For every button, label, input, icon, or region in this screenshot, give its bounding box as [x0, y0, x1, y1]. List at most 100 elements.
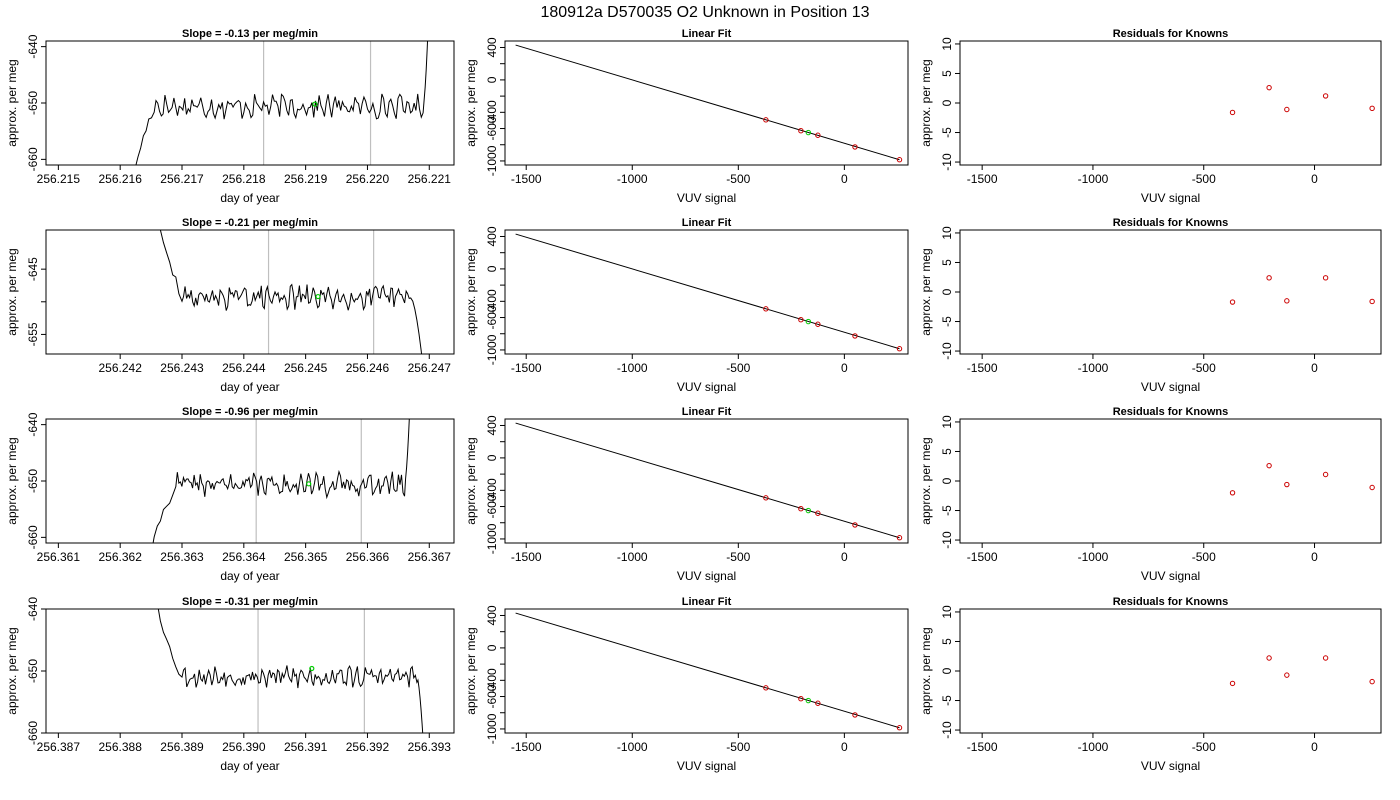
plot-area	[1229, 84, 1375, 116]
x-tick-label: -1500	[511, 361, 542, 375]
x-axis-label: VUV signal	[1141, 191, 1200, 205]
x-tick-label: 256.247	[408, 361, 452, 375]
known-point	[815, 510, 821, 516]
chart-title: Slope = -0.21 per meg/min	[182, 217, 318, 229]
chart-title: Residuals for Knowns	[1113, 28, 1229, 40]
x-tick-label: -1000	[617, 550, 648, 564]
y-axis-label: approx. per meg	[5, 627, 19, 714]
chart-title: Residuals for Knowns	[1113, 596, 1229, 608]
y-tick-label: -655	[26, 322, 40, 346]
series-trace	[157, 609, 424, 733]
plot-frame	[504, 608, 909, 734]
y-axis-label: approx. per meg	[5, 248, 19, 335]
series-trace	[159, 230, 423, 354]
x-axis-label: VUV signal	[1141, 380, 1200, 394]
plot-area	[1229, 655, 1375, 687]
known-point	[798, 317, 804, 323]
x-tick-label: 256.243	[160, 361, 204, 375]
y-tick-label: -600	[485, 305, 499, 329]
y-tick-label: 10	[940, 226, 954, 240]
series-trace	[135, 41, 429, 165]
y-tick-label: -1000	[485, 713, 499, 744]
x-tick-label: -500	[1192, 172, 1216, 186]
y-tick-label: -640	[26, 412, 40, 436]
y-tick-label: 5	[940, 70, 954, 77]
x-tick-label: 256.217	[160, 172, 204, 186]
x-tick-label: -1500	[511, 172, 542, 186]
y-tick-label: -1000	[485, 145, 499, 176]
plot-frame	[504, 418, 909, 544]
chart-panel-7: Linear Fit -1500 -1000 -500 0 -1000 -600-400 0 4…	[464, 596, 909, 773]
y-tick-label: 400	[485, 415, 499, 435]
x-tick-label: -500	[1192, 361, 1216, 375]
x-tick-label: -1500	[967, 172, 998, 186]
chart-panel-5: Linear Fit -1500 -1000 -500 0 -1000 -600-400 0 4…	[464, 217, 909, 394]
known-point	[763, 685, 769, 691]
y-tick-label: 5	[940, 638, 954, 645]
chart-title: Slope = -0.31 per meg/min	[182, 596, 318, 608]
fit-line	[515, 612, 900, 729]
y-tick-label: 400	[485, 605, 499, 625]
x-tick-label: -1000	[1078, 361, 1109, 375]
y-tick-label: 10	[940, 37, 954, 51]
y-tick-label: 0	[940, 99, 954, 106]
x-axis-label: day of year	[220, 380, 279, 394]
y-tick-label: -600	[485, 494, 499, 518]
unknown-point	[805, 697, 812, 704]
y-axis-label: approx. per meg	[919, 437, 933, 524]
y-axis-label: approx. per meg	[919, 59, 933, 146]
chart-panel-11: Residuals for Knowns -1500 -1000 -500 0 -10 -5…	[919, 596, 1382, 773]
x-tick-label: -1500	[967, 361, 998, 375]
known-point	[815, 132, 821, 138]
x-tick-label: -1000	[1078, 740, 1109, 754]
x-tick-label: 256.364	[222, 550, 266, 564]
chart-title: Slope = -0.96 per meg/min	[182, 406, 318, 418]
x-tick-label: -1000	[617, 740, 648, 754]
y-tick-label: 0	[485, 644, 499, 651]
y-tick-label: -640	[26, 597, 40, 621]
y-tick-label: -600	[485, 684, 499, 708]
y-tick-label: -400	[485, 289, 499, 313]
known-point	[763, 117, 769, 123]
plot-area	[152, 419, 410, 543]
x-tick-label: -500	[1192, 550, 1216, 564]
x-tick-label: -1000	[617, 172, 648, 186]
y-tick-label: -660	[26, 721, 40, 745]
x-tick-label: -1500	[967, 740, 998, 754]
x-tick-label: 256.391	[284, 740, 328, 754]
y-tick-label: 0	[940, 477, 954, 484]
known-point	[896, 346, 903, 352]
known-point	[1229, 680, 1236, 687]
y-tick-label: 0	[940, 288, 954, 295]
y-axis-label: approx. per meg	[5, 59, 19, 146]
unknown-marker	[306, 481, 312, 487]
x-tick-label: -500	[726, 550, 750, 564]
y-axis-label: approx. per meg	[919, 627, 933, 714]
x-axis-label: VUV signal	[677, 569, 736, 583]
x-tick-label: -500	[726, 172, 750, 186]
x-tick-label: 256.220	[346, 172, 390, 186]
y-tick-label: -5	[940, 505, 954, 516]
x-tick-label: -1000	[1078, 550, 1109, 564]
x-tick-label: 256.215	[37, 172, 81, 186]
plot-area	[1229, 275, 1375, 305]
known-point	[763, 495, 769, 501]
known-point	[852, 144, 858, 150]
chart-title: Linear Fit	[682, 596, 732, 608]
known-point	[1322, 93, 1329, 99]
plot-frame	[45, 418, 455, 544]
plot-frame	[959, 40, 1382, 166]
fit-line	[515, 44, 900, 161]
plot-frame	[504, 40, 909, 166]
plot-frame	[45, 229, 455, 355]
known-point	[896, 725, 903, 731]
x-tick-label: 256.216	[98, 172, 142, 186]
chart-title: Slope = -0.13 per meg/min	[182, 28, 318, 40]
plot-area	[515, 612, 903, 731]
y-tick-label: -5	[940, 695, 954, 706]
y-tick-label: -650	[26, 469, 40, 493]
y-axis-label: approx. per meg	[919, 248, 933, 335]
y-tick-label: -645	[26, 257, 40, 281]
known-point	[1322, 275, 1329, 281]
chart-panel-2: Slope = -0.96 per meg/min 256.361 256.362 2…	[5, 406, 455, 583]
